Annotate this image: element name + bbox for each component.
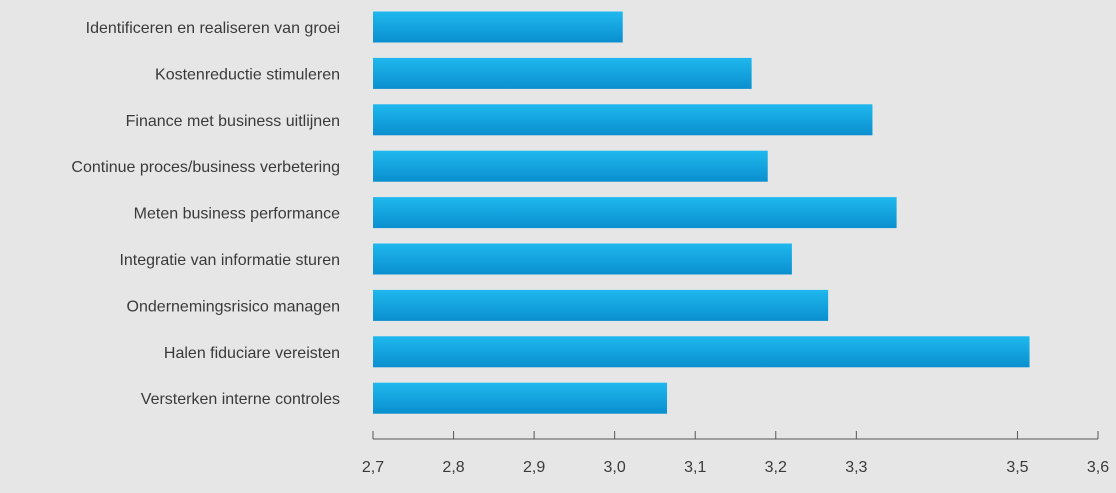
category-label: Versterken interne controles — [141, 391, 340, 408]
x-tick-label: 2,9 — [523, 459, 545, 476]
x-tick-label: 3,2 — [765, 459, 787, 476]
category-label: Meten business performance — [134, 206, 340, 223]
x-tick-label: 3,1 — [684, 459, 706, 476]
bar — [373, 289, 829, 321]
category-label: Integratie van informatie sturen — [119, 252, 340, 269]
category-label: Continue proces/business verbetering — [71, 159, 340, 176]
bar — [373, 197, 897, 229]
bar — [373, 104, 873, 136]
x-tick-label: 2,8 — [442, 459, 464, 476]
category-label: Identificeren en realiseren van groei — [86, 20, 340, 37]
x-axis: 2,7 2,8 2,9 3,0 3,1 3,2 3,3 3,5 3,6 — [362, 431, 1109, 476]
x-tick-label: 3,3 — [845, 459, 867, 476]
category-label: Kostenreductie stimuleren — [155, 66, 340, 83]
bar — [373, 150, 768, 182]
category-label: Finance met business uitlijnen — [126, 113, 340, 130]
bars — [373, 11, 1030, 414]
bar — [373, 382, 668, 414]
x-tick-label: 3,0 — [604, 459, 626, 476]
x-tick-label: 3,6 — [1087, 459, 1109, 476]
category-labels: Identificeren en realiseren van groei Kos… — [71, 20, 340, 408]
bar — [373, 57, 752, 89]
bar — [373, 11, 623, 43]
bar — [373, 243, 792, 275]
category-label: Ondernemingsrisico managen — [127, 298, 340, 315]
category-label: Halen fiduciare vereisten — [164, 345, 340, 362]
bar — [373, 336, 1030, 368]
x-tick-label: 3,5 — [1006, 459, 1028, 476]
x-tick-label: 2,7 — [362, 459, 384, 476]
